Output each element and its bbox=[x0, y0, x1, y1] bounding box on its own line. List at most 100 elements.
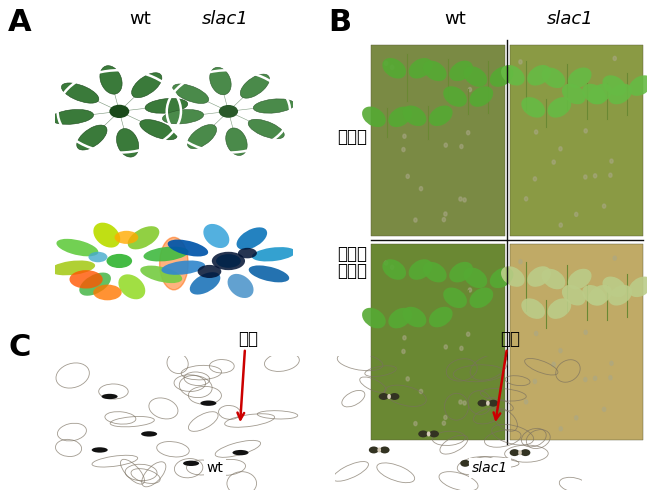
Circle shape bbox=[519, 260, 522, 264]
Ellipse shape bbox=[387, 394, 391, 399]
Circle shape bbox=[519, 60, 522, 64]
Ellipse shape bbox=[101, 394, 118, 399]
Text: slac1: slac1 bbox=[202, 10, 248, 28]
Ellipse shape bbox=[471, 460, 481, 467]
Circle shape bbox=[459, 197, 462, 201]
Ellipse shape bbox=[168, 240, 208, 256]
Circle shape bbox=[467, 131, 470, 135]
Ellipse shape bbox=[469, 461, 473, 466]
Circle shape bbox=[406, 377, 410, 381]
Ellipse shape bbox=[603, 277, 626, 297]
Ellipse shape bbox=[382, 259, 406, 280]
Ellipse shape bbox=[488, 399, 499, 407]
Ellipse shape bbox=[380, 446, 389, 453]
Ellipse shape bbox=[443, 288, 467, 308]
Circle shape bbox=[93, 285, 122, 300]
Ellipse shape bbox=[140, 120, 177, 140]
Text: 気孔: 気孔 bbox=[500, 330, 520, 348]
Circle shape bbox=[219, 105, 238, 118]
Ellipse shape bbox=[521, 298, 545, 319]
Ellipse shape bbox=[100, 66, 122, 94]
Ellipse shape bbox=[140, 266, 182, 283]
Text: wt: wt bbox=[129, 10, 151, 28]
Ellipse shape bbox=[547, 298, 571, 319]
Circle shape bbox=[559, 348, 562, 353]
Circle shape bbox=[593, 174, 597, 178]
Circle shape bbox=[402, 148, 405, 151]
Circle shape bbox=[198, 265, 222, 278]
Circle shape bbox=[534, 331, 538, 336]
Circle shape bbox=[414, 218, 417, 222]
Ellipse shape bbox=[77, 125, 107, 150]
Ellipse shape bbox=[460, 460, 470, 467]
Ellipse shape bbox=[237, 227, 267, 250]
Circle shape bbox=[403, 134, 406, 138]
Ellipse shape bbox=[527, 65, 551, 86]
Bar bbox=[371, 45, 504, 236]
Ellipse shape bbox=[608, 84, 632, 104]
Ellipse shape bbox=[254, 99, 294, 113]
Ellipse shape bbox=[501, 65, 525, 86]
Circle shape bbox=[575, 416, 578, 420]
Circle shape bbox=[610, 361, 613, 365]
Circle shape bbox=[609, 376, 612, 380]
Ellipse shape bbox=[582, 84, 606, 104]
Ellipse shape bbox=[449, 60, 473, 81]
Ellipse shape bbox=[449, 262, 473, 283]
Ellipse shape bbox=[187, 125, 216, 148]
Ellipse shape bbox=[94, 223, 120, 248]
Circle shape bbox=[610, 159, 613, 163]
Ellipse shape bbox=[141, 431, 157, 437]
Ellipse shape bbox=[547, 97, 571, 118]
Ellipse shape bbox=[582, 285, 606, 305]
Circle shape bbox=[107, 254, 132, 268]
Circle shape bbox=[403, 336, 406, 340]
Circle shape bbox=[444, 212, 447, 216]
Circle shape bbox=[613, 56, 616, 60]
Circle shape bbox=[70, 270, 103, 289]
Circle shape bbox=[575, 212, 578, 216]
Ellipse shape bbox=[486, 400, 489, 406]
Ellipse shape bbox=[521, 97, 545, 118]
Ellipse shape bbox=[227, 274, 254, 298]
Ellipse shape bbox=[469, 86, 493, 107]
Ellipse shape bbox=[173, 84, 209, 103]
Circle shape bbox=[114, 231, 138, 244]
Circle shape bbox=[391, 65, 394, 69]
Ellipse shape bbox=[249, 265, 289, 282]
Circle shape bbox=[552, 362, 555, 366]
Ellipse shape bbox=[369, 446, 379, 453]
Circle shape bbox=[559, 147, 562, 151]
Ellipse shape bbox=[423, 60, 447, 81]
Circle shape bbox=[467, 332, 470, 336]
Text: slac1: slac1 bbox=[472, 461, 508, 475]
Ellipse shape bbox=[469, 288, 493, 308]
Ellipse shape bbox=[629, 277, 650, 297]
Ellipse shape bbox=[388, 308, 412, 328]
Circle shape bbox=[559, 223, 562, 227]
Text: slac1: slac1 bbox=[547, 10, 593, 28]
Ellipse shape bbox=[79, 273, 111, 296]
Ellipse shape bbox=[190, 272, 220, 295]
Text: wt: wt bbox=[444, 10, 466, 28]
Circle shape bbox=[460, 346, 463, 350]
Bar bbox=[371, 244, 504, 440]
Ellipse shape bbox=[463, 66, 488, 87]
Ellipse shape bbox=[568, 269, 592, 289]
Ellipse shape bbox=[389, 393, 400, 400]
Bar bbox=[510, 244, 644, 440]
Circle shape bbox=[442, 218, 445, 222]
Ellipse shape bbox=[521, 449, 530, 456]
Ellipse shape bbox=[429, 431, 439, 438]
Circle shape bbox=[593, 376, 597, 381]
Text: 処理区: 処理区 bbox=[337, 262, 367, 280]
Ellipse shape bbox=[409, 259, 432, 280]
Ellipse shape bbox=[160, 237, 188, 290]
Circle shape bbox=[584, 175, 587, 179]
Ellipse shape bbox=[490, 267, 514, 288]
Circle shape bbox=[463, 198, 466, 202]
Ellipse shape bbox=[527, 266, 551, 287]
Circle shape bbox=[384, 61, 387, 65]
Ellipse shape bbox=[226, 128, 247, 155]
Circle shape bbox=[442, 421, 445, 425]
